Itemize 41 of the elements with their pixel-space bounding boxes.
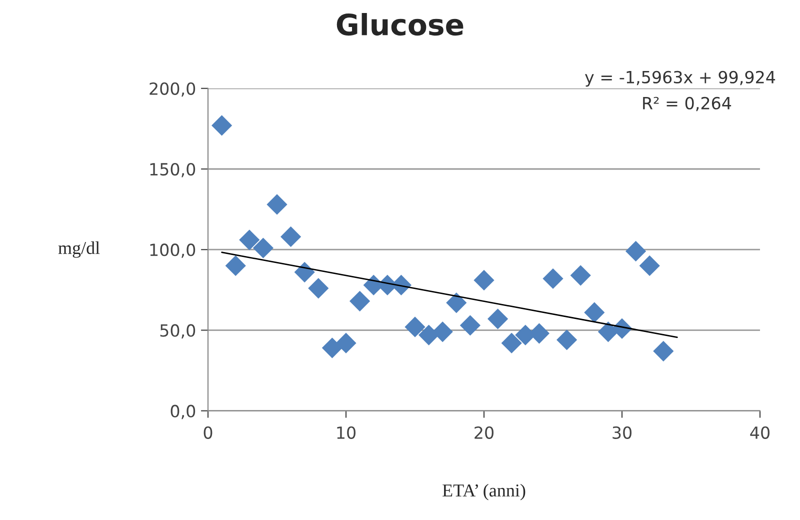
x-axis-title: ETA’ (anni): [442, 484, 526, 500]
point: [542, 268, 564, 289]
point: [556, 330, 578, 350]
point: [336, 332, 356, 354]
x-tick-label: 30: [612, 426, 632, 439]
point: [460, 315, 480, 336]
x-tick-label: 0: [204, 426, 212, 439]
point: [639, 255, 660, 276]
point: [570, 265, 591, 286]
y-axis-title: mg/dl: [58, 241, 100, 258]
y-tick-label: 100,0: [150, 244, 196, 258]
point: [350, 290, 370, 312]
point: [280, 226, 302, 248]
point: [322, 338, 342, 358]
point: [225, 255, 246, 276]
point: [584, 302, 605, 323]
point: [252, 238, 274, 258]
point: [239, 230, 260, 250]
y-tick-label: 200,0: [150, 82, 196, 97]
point: [418, 324, 440, 346]
point: [212, 115, 232, 136]
point: [488, 308, 508, 330]
point: [653, 340, 674, 362]
chart-title: Glucose: [336, 13, 464, 36]
annotation: R² = 0,264: [643, 96, 732, 112]
y-tick-label: 0,0: [170, 404, 196, 420]
point: [446, 292, 467, 314]
y-tick-label: 150,0: [150, 162, 196, 178]
x-tick-label: 20: [474, 426, 494, 439]
point: [626, 240, 646, 262]
x-tick-label: 40: [750, 426, 770, 439]
x-tick-label: 10: [337, 426, 356, 439]
point: [432, 322, 453, 342]
point: [266, 194, 288, 215]
point: [404, 316, 426, 338]
point: [308, 278, 329, 299]
point: [501, 332, 522, 354]
point: [294, 262, 315, 282]
point: [474, 270, 494, 291]
text: y = -1,5963x + 99,924: [585, 70, 776, 87]
y-tick-label: 50,0: [160, 324, 196, 338]
